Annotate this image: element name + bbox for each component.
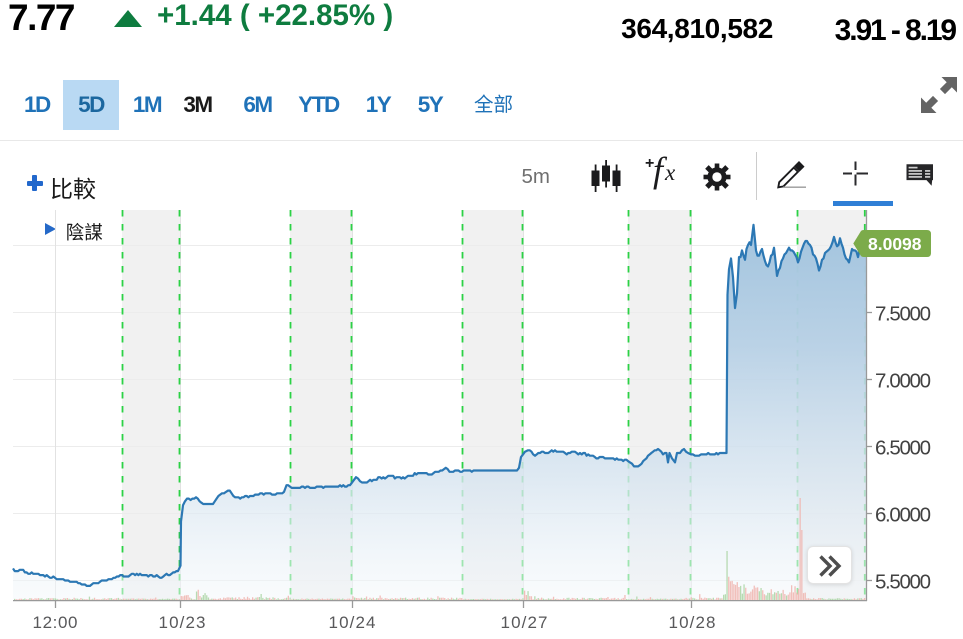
- svg-text:8.0098: 8.0098: [868, 234, 922, 254]
- svg-text:6.5000: 6.5000: [875, 437, 931, 460]
- svg-text:10/23: 10/23: [159, 613, 206, 632]
- svg-text:10/27: 10/27: [501, 613, 548, 632]
- svg-text:12:00: 12:00: [33, 613, 78, 632]
- svg-text:10/24: 10/24: [329, 613, 376, 632]
- svg-text:10/28: 10/28: [669, 613, 716, 632]
- svg-text:5.5000: 5.5000: [875, 571, 931, 594]
- svg-text:7.0000: 7.0000: [875, 370, 931, 393]
- svg-text:7.5000: 7.5000: [875, 303, 931, 326]
- svg-text:6.0000: 6.0000: [875, 504, 931, 527]
